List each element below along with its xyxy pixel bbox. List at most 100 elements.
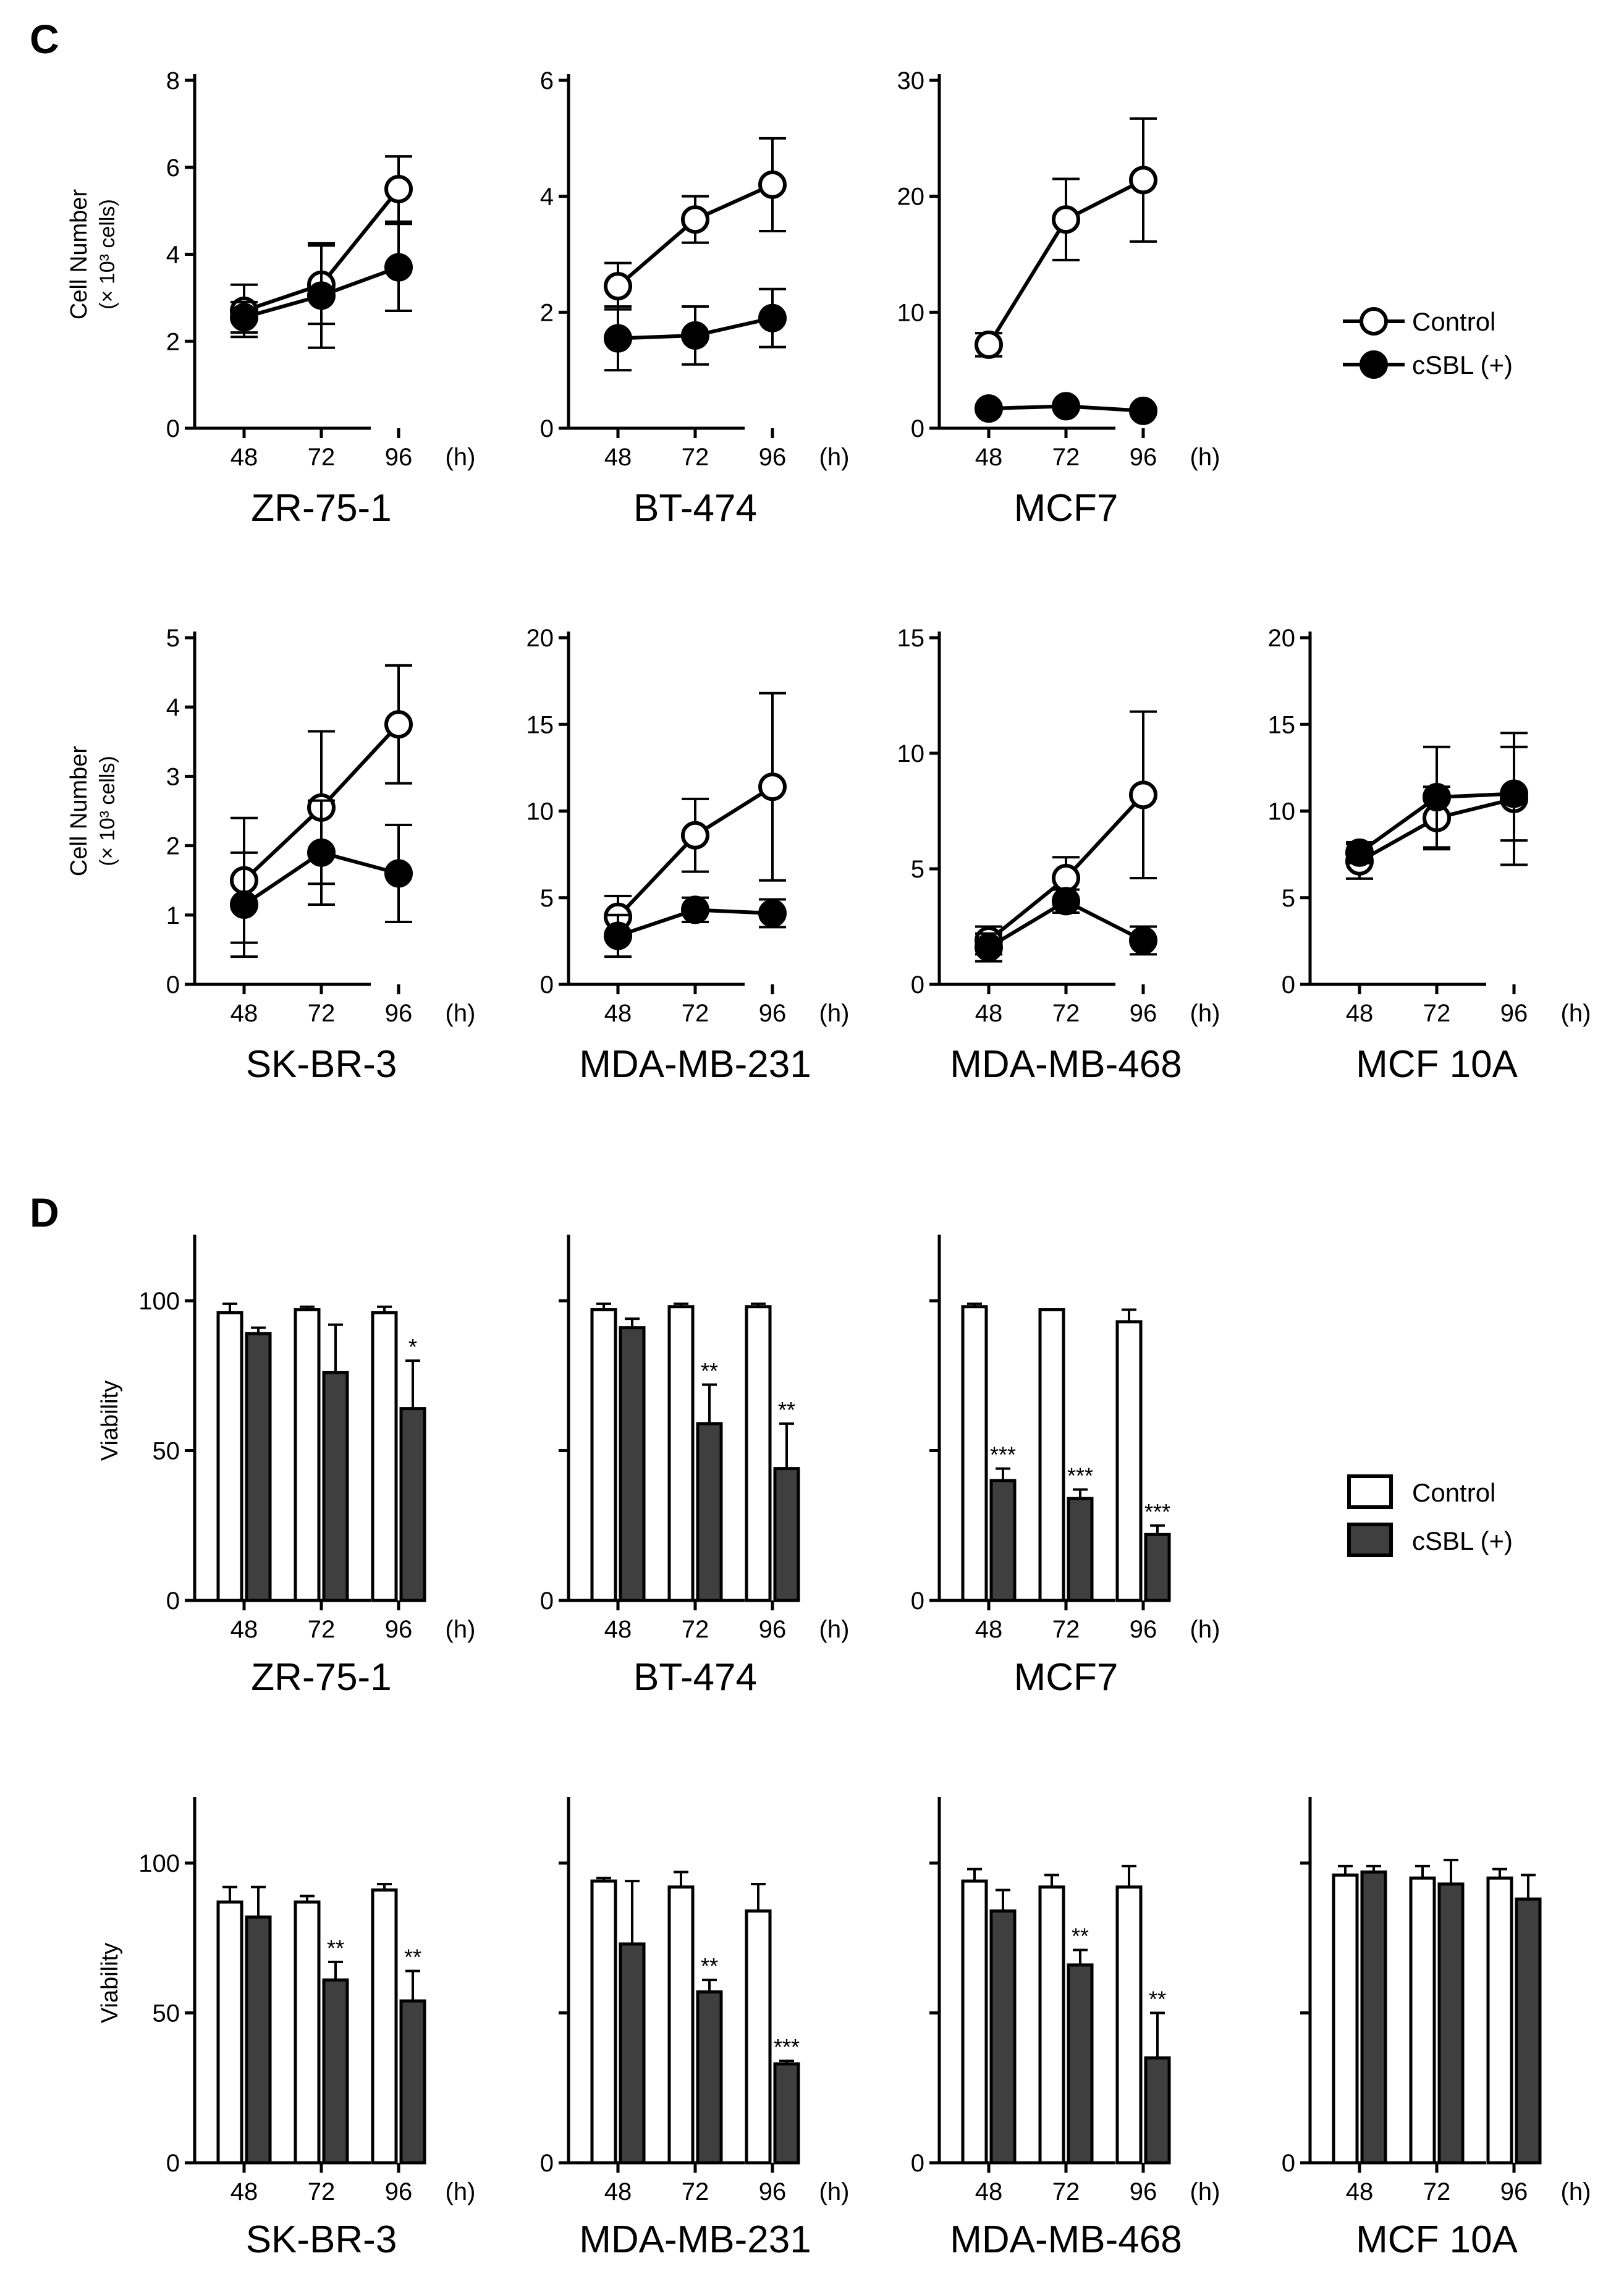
x-tick-label: 48: [604, 1616, 632, 1643]
chart-sk-br-3: 0 50 100 48 72 96 (h) SK-BR-3 Viability ** **: [97, 1797, 475, 2261]
legend-treated-label: cSBL (+): [1412, 1526, 1513, 1555]
y-tick-label: 0: [166, 2150, 180, 2177]
chart-bt-474: 0 48 72 96 (h) BT-474 ** **: [540, 1235, 849, 1699]
bar-csbl: [1144, 2056, 1171, 2165]
data-point-control: [1052, 863, 1080, 892]
data-point-csbl: [307, 281, 336, 310]
legend-control-label: Control: [1412, 307, 1495, 336]
x-tick-label: 48: [1346, 2178, 1374, 2205]
data-point-csbl: [1129, 926, 1157, 955]
x-tick-label: 72: [682, 2178, 709, 2205]
bar-csbl: [245, 1915, 272, 2165]
y-tick-label: 0: [166, 1587, 180, 1615]
bar-csbl: [1360, 1870, 1387, 2165]
x-tick-label: 72: [1052, 444, 1080, 471]
x-tick-label: 96: [759, 1000, 787, 1027]
x-tick-label: 48: [604, 444, 632, 471]
x-tick-label: 72: [1052, 1616, 1080, 1643]
chart-mda-mb-468: 0 48 72 96 (h) MDA-MB-468 ** **: [911, 1797, 1220, 2261]
chart-title: ZR-75-1: [251, 487, 391, 530]
y-tick-label: 2: [166, 833, 180, 860]
bar-control: [1038, 1308, 1065, 1602]
chart-sk-br-3: 0 1 2 3 4 5 48 72 96 (h) SK-BR-3 Cell Number (× 10³ …: [66, 625, 475, 1086]
x-tick-label: 96: [385, 444, 413, 471]
x-tick-label: 72: [682, 1616, 709, 1643]
chart-title: SK-BR-3: [246, 1043, 397, 1086]
panel-letter-d: D: [30, 1190, 59, 1235]
bar-control: [1115, 1885, 1143, 2165]
data-point-csbl: [681, 321, 709, 350]
x-tick-label: 72: [308, 2178, 336, 2205]
data-point-csbl: [1129, 396, 1157, 425]
x-unit-label: (h): [1190, 2178, 1220, 2205]
y-tick-label: 10: [527, 798, 554, 826]
bar-control: [1115, 1320, 1143, 1602]
x-tick-label: 48: [604, 1000, 632, 1027]
bar-control: [667, 1305, 695, 1602]
legend-treated-label: cSBL (+): [1412, 350, 1513, 379]
significance-marker: **: [404, 1945, 421, 1970]
chart-title: BT-474: [633, 487, 757, 530]
y-tick-label: 0: [911, 971, 924, 999]
chart-title: MDA-MB-468: [950, 2218, 1182, 2261]
y-tick-label: 15: [527, 711, 554, 738]
y-tick-label: 0: [1282, 971, 1295, 999]
y-tick-label: 0: [166, 971, 180, 999]
y-tick-label: 1: [166, 902, 180, 929]
y-tick-label: 0: [166, 415, 180, 442]
bar-control: [216, 1900, 243, 2165]
y-tick-label: 8: [166, 67, 180, 95]
y-axis-label: Viability: [97, 1943, 123, 2023]
bar-control: [961, 1879, 988, 2165]
bar-control: [667, 1885, 695, 2165]
significance-marker: **: [327, 1935, 344, 1961]
significance-marker: ***: [774, 2034, 800, 2060]
chart-mcf7: 0 48 72 96 (h) MCF7 *** *** ***: [911, 1235, 1220, 1699]
data-point-csbl: [230, 303, 258, 332]
significance-marker: *: [408, 1334, 417, 1359]
data-point-control: [384, 174, 413, 203]
y-tick-label: 0: [911, 1587, 924, 1615]
x-tick-label: 72: [1423, 1000, 1451, 1027]
x-tick-label: 96: [759, 444, 787, 471]
bar-csbl: [989, 1479, 1017, 1602]
data-point-csbl: [1052, 392, 1080, 421]
y-tick-label: 3: [166, 763, 180, 790]
bar-csbl: [1067, 1963, 1094, 2165]
legend-line-chart: Control cSBL (+): [1343, 307, 1513, 379]
data-point-control: [758, 772, 787, 801]
data-point-csbl: [1423, 783, 1451, 812]
y-axis-label-unit: (× 10³ cells): [96, 199, 119, 310]
x-tick-label: 96: [759, 1616, 787, 1643]
y-tick-label: 5: [166, 625, 180, 652]
data-point-csbl: [681, 895, 709, 924]
chart-zr-75-1: 0 2 4 6 8 48 72 96 (h) ZR-75-1 Cell Number (× 10³ c…: [66, 67, 475, 530]
bar-control: [371, 1888, 398, 2165]
bar-control: [1486, 1876, 1513, 2165]
bar-control: [961, 1305, 988, 1602]
y-tick-label: 15: [1268, 711, 1296, 738]
x-unit-label: (h): [1190, 1616, 1220, 1643]
chart-title: MCF 10A: [1356, 1043, 1518, 1086]
x-unit-label: (h): [1561, 2178, 1591, 2205]
y-axis-label: Cell Number: [66, 746, 92, 877]
y-tick-label: 0: [911, 2150, 924, 2177]
y-tick-label: 50: [153, 1438, 180, 1465]
y-tick-label: 6: [540, 67, 554, 95]
x-unit-label: (h): [446, 2178, 476, 2205]
x-tick-label: 72: [682, 1000, 709, 1027]
data-point-control: [975, 330, 1003, 359]
bar-csbl: [989, 1909, 1017, 2165]
y-tick-label: 6: [166, 154, 180, 182]
y-tick-label: 0: [540, 971, 554, 999]
y-tick-label: 10: [1268, 798, 1296, 826]
y-tick-label: 10: [897, 299, 925, 326]
data-point-control: [384, 710, 413, 739]
x-tick-label: 72: [1052, 1000, 1080, 1027]
x-tick-label: 48: [975, 444, 1003, 471]
x-tick-label: 96: [1500, 2178, 1528, 2205]
x-tick-label: 96: [759, 2178, 787, 2205]
x-tick-label: 96: [1130, 1000, 1157, 1027]
data-point-csbl: [1345, 838, 1374, 867]
